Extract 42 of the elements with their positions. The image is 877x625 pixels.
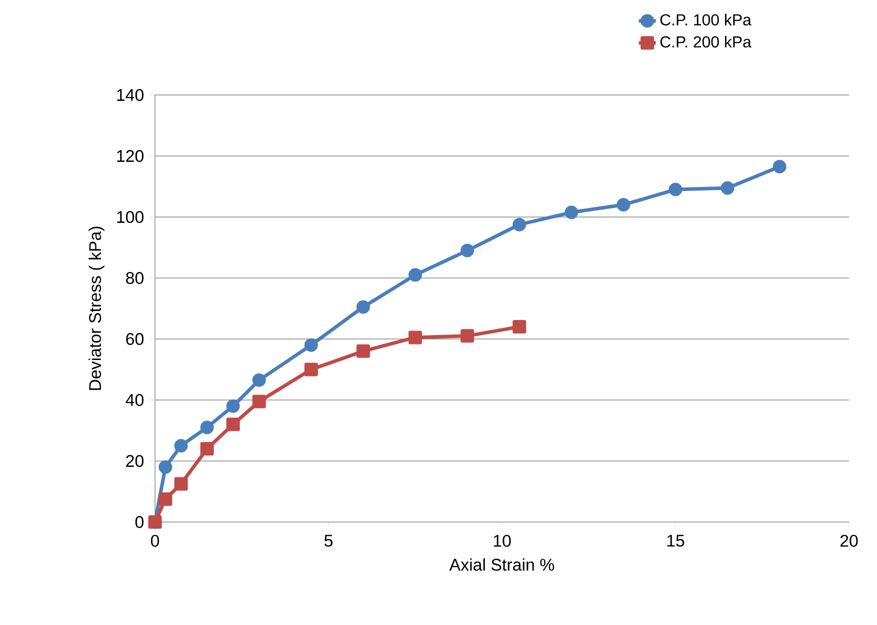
point — [304, 338, 318, 352]
y-tick-label: 0 — [135, 516, 144, 528]
legend-label: C.P. 100 kPa — [660, 14, 752, 26]
point — [616, 198, 630, 212]
point — [772, 160, 786, 174]
x-tick-label: 5 — [324, 534, 333, 547]
point — [408, 330, 422, 344]
point — [356, 344, 370, 358]
x-tick-label: 0 — [150, 534, 160, 547]
point — [408, 268, 422, 282]
point — [158, 460, 172, 474]
x-tick-label: 10 — [494, 534, 511, 547]
legend-label: C.P. 200 kPa — [660, 36, 752, 48]
point — [356, 300, 370, 314]
point — [174, 438, 188, 452]
y-tick-label: 20 — [126, 454, 144, 467]
x-tick-label: 15 — [667, 534, 684, 547]
point — [304, 362, 318, 376]
point — [226, 399, 240, 413]
point — [200, 442, 214, 456]
point — [200, 420, 214, 434]
y-tick-label: 140 — [117, 88, 144, 101]
point — [668, 182, 682, 196]
y-axis-title: Deviator Stress ( kPa) — [88, 226, 104, 390]
point — [720, 181, 734, 195]
point — [252, 373, 266, 387]
point — [512, 320, 526, 334]
point — [174, 477, 188, 491]
point — [564, 206, 578, 220]
point — [252, 394, 266, 408]
y-tick-label: 40 — [126, 394, 144, 406]
y-tick-label: 80 — [126, 272, 144, 284]
point — [460, 329, 474, 343]
point — [512, 218, 526, 232]
y-tick-label: 100 — [117, 210, 144, 223]
y-tick-label: 60 — [126, 332, 144, 345]
point — [158, 492, 172, 506]
x-axis-title: Axial Strain % — [449, 558, 554, 571]
x-tick-label: 20 — [840, 534, 858, 547]
y-tick-label: 120 — [117, 150, 144, 162]
point — [460, 244, 474, 258]
point — [226, 418, 240, 432]
